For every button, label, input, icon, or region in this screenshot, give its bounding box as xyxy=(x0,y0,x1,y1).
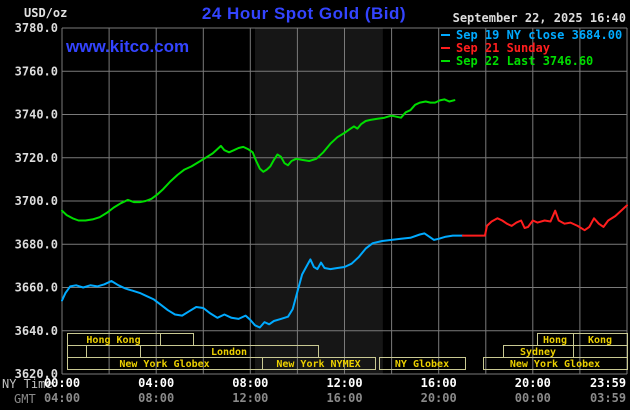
ny-time-axis-caption: NY Time xyxy=(2,377,53,391)
svg-text:3680.0: 3680.0 xyxy=(15,237,58,251)
datetime-label: September 22, 2025 16:40 xyxy=(452,11,626,25)
series-sep22-last xyxy=(61,98,456,222)
session-box xyxy=(86,345,141,358)
x-tick-label: 00:00 xyxy=(43,376,81,390)
svg-text:3700.0: 3700.0 xyxy=(15,194,58,208)
x-tick-label: 16:00 xyxy=(420,376,457,390)
session-label: NY Globex xyxy=(395,359,449,370)
legend-item: Sep 19 NY close 3684.00 xyxy=(441,27,623,42)
session-label: Hong xyxy=(543,335,567,346)
session-box xyxy=(483,357,628,370)
series-sep21-sunday xyxy=(461,204,628,237)
svg-text:3640.0: 3640.0 xyxy=(15,324,58,338)
y-axis-tick-labels: 3780.0 3760.0 3740.0 3720.0 3700.0 3680.0 3660… xyxy=(15,21,58,381)
y-axis-unit-label: USD/oz xyxy=(24,6,68,20)
x-tick-label: 12:00 xyxy=(232,391,269,405)
series-sep19-ny-close xyxy=(61,232,464,329)
session-box xyxy=(160,333,194,346)
svg-text:3720.0: 3720.0 xyxy=(15,151,58,165)
legend-dash-icon xyxy=(441,46,450,49)
legend: Sep 19 NY close 3684.00 Sep 21 Sunday Sep … xyxy=(441,27,623,68)
kitco-watermark-link[interactable]: www.kitco.com xyxy=(66,37,190,56)
session-label: New York Globex xyxy=(119,359,209,370)
x-tick-label: 03:59 xyxy=(589,391,627,405)
gmt-axis-caption: GMT xyxy=(14,392,36,406)
session-box xyxy=(67,345,87,358)
session-label: Sydney xyxy=(520,347,556,358)
x-tick-label: 20:00 xyxy=(514,376,551,390)
x-tick-label: 00:00 xyxy=(514,391,551,405)
legend-item-label: Sep 19 NY close 3684.00 xyxy=(456,27,623,42)
x-tick-label: 23:59 xyxy=(589,376,627,390)
x-tick-label: 08:00 xyxy=(138,391,175,405)
session-label: London xyxy=(211,347,247,358)
session-box xyxy=(573,345,628,358)
session-label: Hong Kong xyxy=(86,335,140,346)
legend-item-label: Sep 22 Last 3746.60 xyxy=(456,53,594,68)
x-tick-label: 04:00 xyxy=(43,391,81,405)
legend-item: Sep 22 Last 3746.60 xyxy=(441,53,622,68)
session-label: New York NYMEX xyxy=(276,359,360,370)
session-box xyxy=(379,357,466,370)
svg-text:3620.0: 3620.0 xyxy=(15,367,58,381)
gridlines xyxy=(61,27,628,375)
legend-dash-icon xyxy=(441,59,450,62)
x-tick-label: 16:00 xyxy=(326,391,363,405)
x-tick-label: 12:00 xyxy=(326,376,363,390)
chart-title: 24 Hour Spot Gold (Bid) xyxy=(201,4,407,23)
session-label: Kong xyxy=(588,335,612,346)
session-label: New York Globex xyxy=(510,359,600,370)
x-tick-label: 04:00 xyxy=(138,376,175,390)
x-tick-label: 20:00 xyxy=(420,391,457,405)
svg-text:3660.0: 3660.0 xyxy=(15,281,58,295)
session-box xyxy=(262,357,376,370)
legend-item: Sep 21 Sunday xyxy=(441,40,622,55)
legend-dash-icon xyxy=(441,33,450,36)
svg-text:3780.0: 3780.0 xyxy=(15,21,58,35)
svg-text:3760.0: 3760.0 xyxy=(15,64,58,78)
x-tick-label: 08:00 xyxy=(232,376,269,390)
legend-item-label: Sep 21 Sunday xyxy=(456,40,550,55)
svg-text:3740.0: 3740.0 xyxy=(15,108,58,122)
